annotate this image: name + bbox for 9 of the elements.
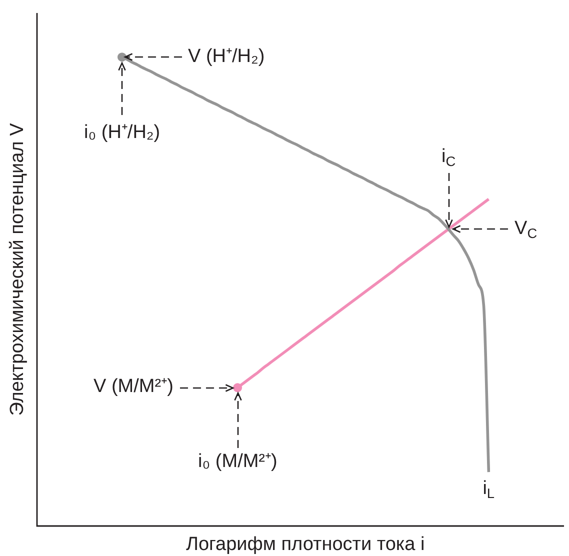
- annotation: V (H⁺/H₂): [188, 46, 265, 68]
- x-axis-title: Логарифм плотности тока i: [186, 534, 425, 555]
- annotation: V (M/M²⁺): [94, 376, 174, 398]
- annotation: i₀ (H⁺/H₂): [84, 122, 160, 144]
- annotation: i$_{L}$: [482, 478, 495, 502]
- y-axis-title: Электрохимический потенциал V: [7, 122, 28, 416]
- annotation: i₀ (M/M²⁺): [198, 450, 278, 473]
- text: V$_{C}$: [514, 218, 538, 241]
- annotation: i$_{C}$: [442, 146, 456, 170]
